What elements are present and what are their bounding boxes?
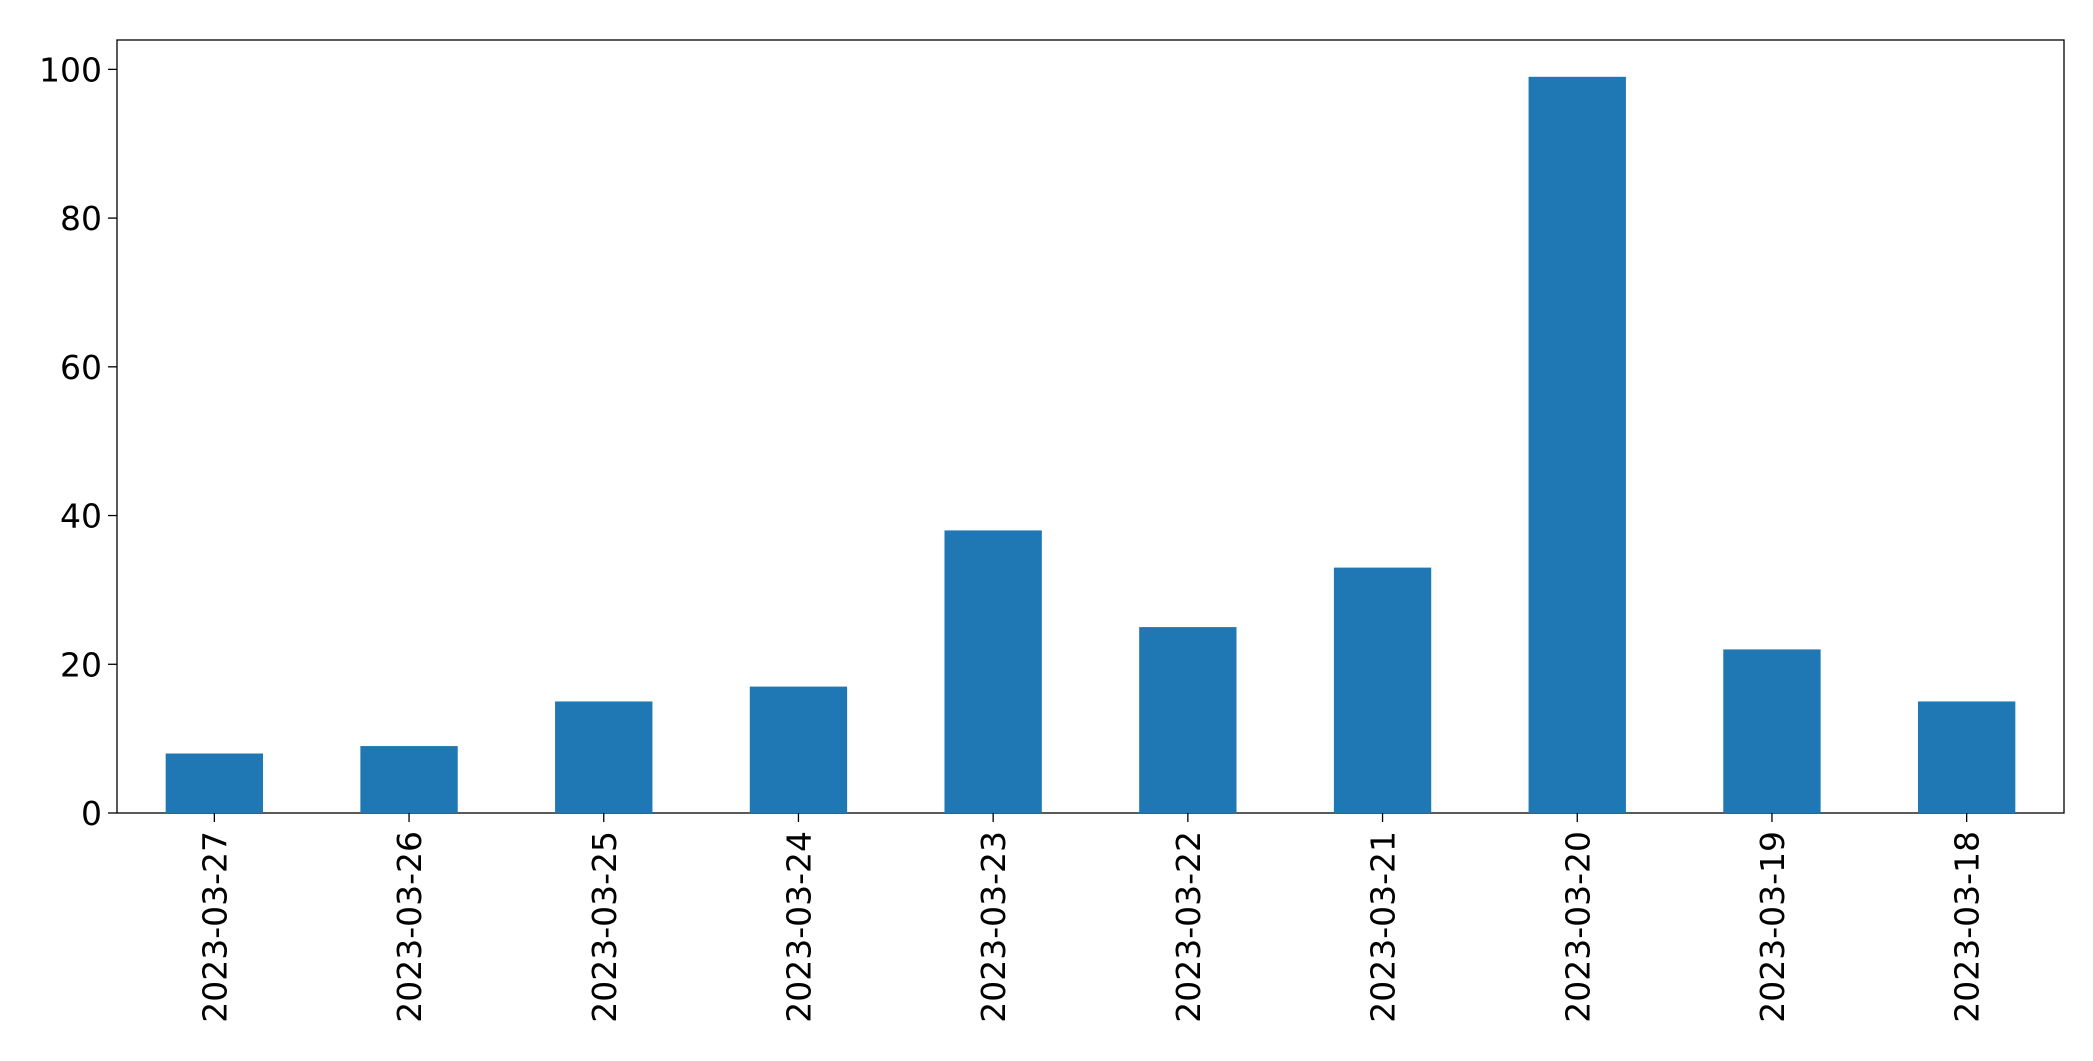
x-tick-label: 2023-03-21 [1364,831,1403,1023]
bar [749,686,848,813]
bar [944,530,1042,813]
bar [1139,627,1237,813]
bar [1917,701,2016,813]
bar [555,701,653,813]
y-tick-label: 80 [60,199,102,238]
axes-frame [116,39,2065,814]
x-tick-label: 2023-03-25 [585,831,624,1023]
x-tick-label: 2023-03-22 [1169,831,1208,1023]
bar [1528,76,1626,814]
x-tick-label: 2023-03-27 [195,831,234,1023]
y-tick-label: 0 [81,794,102,833]
x-tick-label: 2023-03-23 [974,831,1013,1023]
x-tick-label: 2023-03-26 [390,831,429,1023]
y-tick-label: 100 [39,50,102,89]
bar [165,753,264,813]
y-tick-label: 40 [60,497,102,536]
bar [1333,567,1432,813]
bar [1723,649,1821,813]
bar [360,746,458,813]
x-tick-label: 2023-03-19 [1753,831,1792,1023]
x-tick-label: 2023-03-18 [1948,831,1987,1023]
y-tick-label: 60 [60,348,102,387]
x-tick-label: 2023-03-24 [779,831,818,1023]
y-tick-label: 20 [60,645,102,684]
x-tick-label: 2023-03-20 [1558,831,1597,1023]
